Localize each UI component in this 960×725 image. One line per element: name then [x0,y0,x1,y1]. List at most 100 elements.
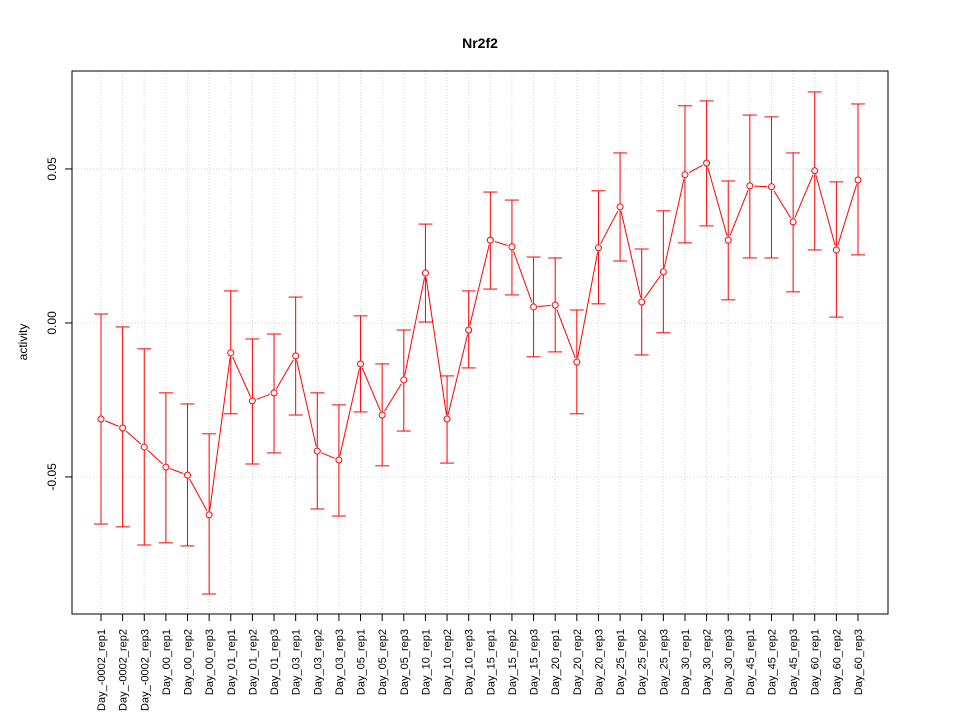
series-line-segment [688,164,703,174]
data-point [97,415,105,423]
data-point [292,352,300,360]
x-tick-label: Day_25_rep3 [658,629,670,695]
data-point [162,463,170,471]
x-tick-label: Day_45_rep3 [788,629,800,695]
series-line-segment [339,368,361,456]
x-tick-label: Day_15_rep2 [507,629,519,695]
series-line-segment [773,190,792,219]
data-point [551,301,559,309]
data-point [119,424,127,432]
series-line-segment [169,468,184,474]
data-point [400,376,408,384]
series-line-segment [256,393,270,400]
series-line-segment [837,184,858,246]
x-tick-label: Day_03_rep1 [291,629,303,695]
x-tick-label: Day_20_rep3 [593,629,605,695]
x-tick-label: Day_03_rep3 [334,629,346,695]
y-tick-label: -0.05 [45,463,59,491]
x-tick-label: Day_10_rep2 [442,629,454,695]
x-tick-label: Day_25_rep1 [615,629,627,695]
series-line-segment [361,367,381,412]
data-point [789,218,797,226]
data-point [746,182,754,190]
data-point [270,389,278,397]
series-line-segment [104,420,119,427]
series-line-segment [209,357,231,511]
data-point [140,443,148,451]
data-point [811,167,819,175]
x-tick-label: Day_00_rep3 [204,629,216,695]
series-line-segment [384,383,402,412]
series-line-segment [643,275,662,299]
series-line-segment [577,252,599,358]
data-point [638,298,646,306]
series-line-segment [494,240,508,246]
data-point [248,397,256,405]
x-tick-label: Day_03_rep2 [312,629,324,695]
data-point [616,203,624,211]
series-line-segment [447,334,469,415]
series-line-segment [815,175,836,246]
x-tick-label: Day_60_rep2 [831,629,843,695]
series-line-segment [296,360,317,447]
x-tick-label: Day_20_rep1 [550,629,562,695]
x-tick-label: Day_30_rep1 [680,629,692,695]
data-point [659,268,667,276]
data-point [421,269,429,277]
axes: -0.05 0.00 0.05 Day_-0002_rep1 Day_-0002_rep… [45,157,865,711]
x-tick-label: Day_-0002_rep1 [96,629,108,711]
x-tick-label: Day_15_rep3 [529,629,541,695]
data-point [594,244,602,252]
x-tick-label: Day_25_rep2 [637,629,649,695]
x-tick-label: Day_60_rep1 [810,629,822,695]
data-point [681,171,689,179]
data-point [832,246,840,254]
data-point [205,511,213,519]
chart-title: Nr2f2 [462,35,498,51]
data-point [443,415,451,423]
data-point [530,303,538,311]
series-line-segment [275,359,294,390]
data-point [486,236,494,244]
y-axis-label: activity [16,324,30,361]
x-tick-label: Day_15_rep1 [485,629,497,695]
x-tick-label: Day_01_rep2 [247,629,259,695]
x-tick-label: Day_10_rep3 [464,629,476,695]
x-tick-label: Day_-0002_rep2 [118,629,130,711]
grid [72,71,888,614]
x-tick-label: Day_05_rep1 [356,629,368,695]
data-point [854,176,862,184]
series-line-segment [556,309,576,359]
series-line-segment [232,356,252,397]
data-point [465,326,473,334]
data-point [573,358,581,366]
x-tick-label: Day_00_rep1 [161,629,173,695]
series-line-segment [663,179,685,268]
x-tick-label: Day_00_rep2 [183,629,195,695]
series-line-segment [125,430,142,445]
x-tick-label: Day_05_rep2 [377,629,389,695]
x-tick-label: Day_20_rep2 [572,629,584,695]
data-point [724,236,732,244]
data-point [767,183,775,191]
data-point [313,447,321,455]
data-point [378,411,386,419]
series-line-segment [425,277,447,415]
data-point [357,360,365,368]
data-point [703,159,711,167]
series-line-segment [538,304,551,308]
x-tick-label: Day_05_rep3 [399,629,411,695]
series-line-segment [147,449,163,465]
series-line-segment [321,452,335,459]
plot-frame [71,70,889,615]
x-tick-label: Day_30_rep3 [723,629,735,695]
series-line-segment [404,277,426,376]
data-point [508,243,516,251]
x-tick-label: Day_10_rep1 [420,629,432,695]
series-line-segment [729,189,749,237]
series-line-segment [600,210,619,245]
series-line-segment [469,244,490,326]
x-tick-label: Day_45_rep2 [766,629,778,695]
series-line-segment [794,174,814,218]
series-line-segment [754,185,768,188]
